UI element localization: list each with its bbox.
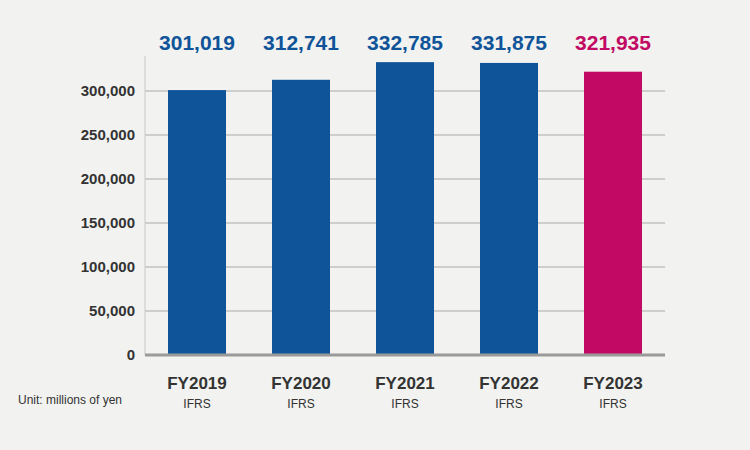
x-tick-label: FY2022 [479, 374, 539, 393]
x-tick-sublabel: IFRS [183, 397, 210, 411]
y-tick-label: 300,000 [81, 82, 135, 99]
unit-label: Unit: millions of yen [18, 393, 122, 407]
y-tick-label: 50,000 [89, 302, 135, 319]
x-tick-sublabel: IFRS [599, 397, 626, 411]
data-label: 331,875 [471, 31, 547, 54]
y-tick-label: 0 [127, 346, 135, 363]
bar [168, 90, 226, 355]
bar [584, 72, 642, 355]
y-tick-label: 250,000 [81, 126, 135, 143]
x-tick-label: FY2023 [583, 374, 643, 393]
bar [480, 63, 538, 355]
x-tick-sublabel: IFRS [287, 397, 314, 411]
data-label: 301,019 [159, 31, 235, 54]
x-tick-label: FY2021 [375, 374, 435, 393]
y-tick-label: 200,000 [81, 170, 135, 187]
baseline [145, 354, 665, 357]
data-label: 332,785 [367, 31, 443, 54]
chart: 0 50,000 100,000 150,000 200,000 250,000 300,0… [0, 0, 750, 450]
y-tick-label: 150,000 [81, 214, 135, 231]
data-label: 312,741 [263, 31, 339, 54]
x-tick-label: FY2020 [271, 374, 331, 393]
y-tick-label: 100,000 [81, 258, 135, 275]
x-tick-label: FY2019 [167, 374, 227, 393]
x-tick-sublabel: IFRS [391, 397, 418, 411]
bars [168, 62, 642, 355]
bar [272, 80, 330, 355]
y-axis-line [145, 56, 146, 355]
y-ticks: 0 50,000 100,000 150,000 200,000 250,000 300,0… [81, 82, 135, 363]
x-tick-sublabel: IFRS [495, 397, 522, 411]
data-label: 321,935 [575, 31, 651, 54]
bar [376, 62, 434, 355]
